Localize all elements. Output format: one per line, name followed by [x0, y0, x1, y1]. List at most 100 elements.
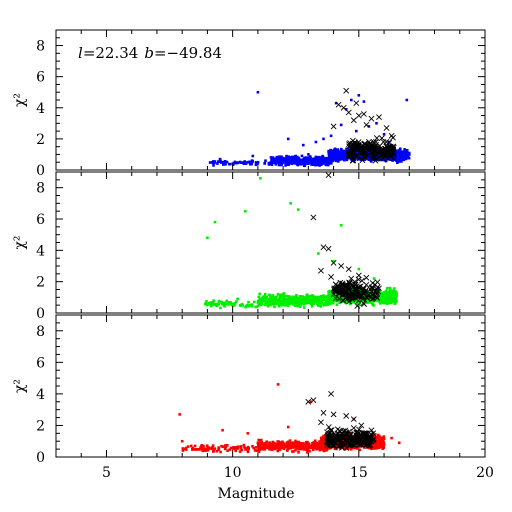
- x-tick-label: 5: [102, 465, 111, 481]
- data-point-cross: [359, 157, 366, 164]
- data-point: [338, 294, 342, 298]
- data-point: [348, 446, 351, 450]
- data-point: [279, 157, 282, 161]
- data-point: [292, 444, 296, 447]
- data-point: [322, 294, 325, 297]
- data-point-cross: [368, 143, 375, 150]
- data-point: [306, 294, 310, 298]
- data-point-cross: [363, 294, 370, 300]
- data-point: [383, 290, 386, 294]
- data-point: [381, 298, 384, 301]
- data-point: [398, 157, 401, 161]
- data-point: [244, 209, 247, 213]
- data-point-cross: [360, 111, 367, 117]
- data-point: [355, 299, 359, 303]
- data-point: [342, 152, 345, 156]
- data-point: [313, 439, 317, 443]
- data-point: [376, 443, 380, 447]
- data-point: [300, 300, 303, 303]
- data-point: [216, 302, 220, 306]
- data-point: [314, 155, 318, 159]
- data-point-cross: [330, 441, 336, 448]
- data-point: [377, 440, 381, 444]
- data-point: [180, 439, 184, 443]
- data-point-cross: [386, 139, 393, 146]
- data-point: [329, 161, 332, 165]
- data-point: [298, 302, 301, 306]
- data-point-cross: [358, 422, 365, 429]
- data-point: [232, 302, 236, 306]
- panel-1: 0 2 4 6 8 χ²: [12, 29, 486, 179]
- data-point: [295, 155, 299, 159]
- data-point: [397, 441, 401, 445]
- data-point: [306, 299, 310, 302]
- data-point: [270, 300, 273, 304]
- data-point: [317, 252, 320, 255]
- data-point: [263, 292, 267, 296]
- data-point: [378, 444, 382, 448]
- data-point: [273, 444, 276, 448]
- data-point: [226, 303, 230, 306]
- data-point-cross: [363, 274, 370, 281]
- data-point: [340, 153, 344, 157]
- data-point: [269, 297, 272, 300]
- data-point: [263, 443, 267, 446]
- data-point: [313, 295, 316, 299]
- data-point: [357, 94, 361, 97]
- data-point: [315, 443, 318, 446]
- data-point: [405, 152, 408, 156]
- data-point: [296, 303, 299, 307]
- panel-1-marks: [208, 87, 411, 168]
- data-point: [236, 297, 239, 301]
- x-tick-label: 10: [224, 465, 242, 481]
- data-point: [287, 160, 290, 163]
- data-point: [324, 163, 328, 167]
- data-point: [332, 153, 335, 157]
- data-point: [238, 450, 242, 453]
- data-point: [206, 448, 210, 452]
- data-point-cross: [390, 144, 397, 151]
- data-point: [268, 445, 272, 449]
- data-point: [384, 299, 387, 302]
- data-point: [309, 156, 312, 160]
- data-point: [228, 448, 232, 451]
- data-point: [253, 300, 256, 304]
- data-point-cross: [381, 151, 388, 158]
- data-point: [310, 297, 313, 300]
- y-tick-label: 4: [36, 387, 45, 403]
- data-point: [343, 294, 347, 297]
- data-point-cross: [355, 112, 362, 119]
- data-point: [335, 159, 338, 163]
- data-point: [315, 447, 318, 451]
- data-point: [288, 156, 292, 160]
- data-point: [302, 443, 305, 446]
- data-point-cross: [383, 125, 390, 131]
- data-point: [378, 295, 381, 298]
- data-point-cross: [361, 301, 368, 307]
- data-point-cross: [328, 390, 334, 397]
- data-point: [298, 296, 301, 300]
- data-point: [279, 441, 283, 445]
- data-point: [211, 444, 215, 447]
- data-point: [363, 158, 366, 161]
- data-point: [315, 445, 319, 448]
- data-point: [353, 441, 357, 445]
- data-point: [334, 151, 338, 154]
- data-point-cross: [346, 279, 352, 286]
- data-point: [285, 441, 289, 444]
- data-point: [307, 448, 310, 452]
- data-point-cross: [331, 285, 338, 292]
- chart-panels: 0 2 4 6 8 χ² 0 2 4 6 8 χ² 0 2 4 6 8 χ² 5 10 15 20: [12, 29, 494, 481]
- data-point: [269, 156, 273, 159]
- data-point: [336, 149, 340, 152]
- data-point: [264, 299, 267, 303]
- data-point: [362, 438, 365, 442]
- data-point: [290, 155, 294, 159]
- data-point: [276, 443, 279, 446]
- data-point: [322, 434, 325, 438]
- data-point-cross: [332, 289, 339, 296]
- data-point: [212, 160, 215, 163]
- data-point: [251, 160, 254, 163]
- data-point: [295, 296, 298, 299]
- data-point: [221, 428, 224, 432]
